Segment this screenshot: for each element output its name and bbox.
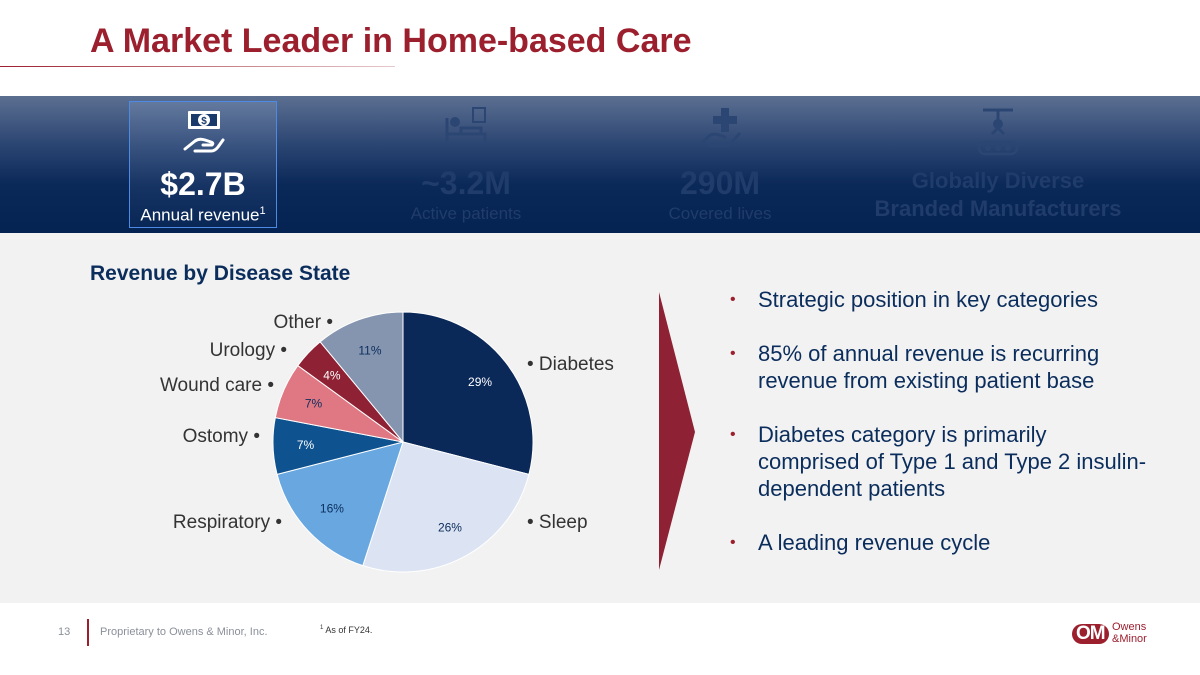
pie-slice-respiratory bbox=[276, 441, 404, 567]
pie-category-label: • Sleep bbox=[527, 512, 588, 533]
stat-label: Annual revenue1 bbox=[140, 205, 266, 225]
bullet-item: Strategic position in key categories bbox=[730, 286, 1150, 313]
owens-minor-logo: OM Owens &Minor bbox=[1072, 620, 1152, 648]
stats-band: $ $2.7B Annual revenue1 ~3.2M Active pat… bbox=[0, 96, 1200, 233]
footer-divider bbox=[87, 619, 89, 646]
stat-manufacturers: Globally Diverse Branded Manufacturers bbox=[858, 96, 1138, 233]
pie-category-label: Respiratory • bbox=[173, 512, 282, 533]
pie-category-label: Ostomy • bbox=[183, 426, 260, 447]
proprietary-notice: Proprietary to Owens & Minor, Inc. bbox=[100, 626, 268, 638]
patient-bed-icon bbox=[443, 104, 489, 153]
pie-category-label: • Diabetes bbox=[527, 354, 614, 375]
footnote: 1 As of FY24. bbox=[320, 625, 373, 635]
manufacturing-robot-icon bbox=[975, 104, 1021, 161]
bullet-item: A leading revenue cycle bbox=[730, 529, 1150, 556]
title-underline bbox=[0, 66, 395, 67]
chevron-arrow-icon bbox=[659, 292, 695, 570]
stat-value: $2.7B bbox=[160, 166, 246, 202]
pie-data-label: 26% bbox=[438, 520, 462, 534]
pie-data-label: 16% bbox=[320, 502, 344, 516]
pie-slice-sleep bbox=[362, 441, 530, 573]
chart-title: Revenue by Disease State bbox=[90, 262, 351, 285]
pie-slice-diabetes bbox=[402, 311, 534, 475]
bullet-item: Diabetes category is primarily comprised… bbox=[730, 421, 1150, 502]
pie-data-label: 29% bbox=[468, 375, 492, 389]
stat-value: 290M bbox=[679, 165, 761, 201]
svg-text:$: $ bbox=[201, 116, 207, 127]
pie-data-label: 7% bbox=[305, 396, 323, 410]
pie-slice-other bbox=[319, 311, 404, 444]
bullet-item: 85% of annual revenue is recurring reven… bbox=[730, 340, 1150, 394]
slide-title: A Market Leader in Home-based Care bbox=[90, 22, 692, 60]
stat-value: Globally Diverse Branded Manufacturers bbox=[874, 168, 1122, 221]
stat-annual-revenue: $ $2.7B Annual revenue1 bbox=[129, 101, 277, 228]
stat-label: Covered lives bbox=[668, 204, 772, 223]
page-number: 13 bbox=[58, 626, 71, 638]
stat-label: Active patients bbox=[410, 204, 522, 223]
stat-value: ~3.2M bbox=[421, 165, 511, 201]
pie-data-label: 7% bbox=[297, 438, 315, 452]
stat-active-patients: ~3.2M Active patients bbox=[392, 96, 540, 233]
pie-category-label: Wound care • bbox=[160, 375, 274, 396]
pie-data-label: 11% bbox=[358, 343, 381, 357]
pie-data-label: 4% bbox=[323, 368, 341, 382]
pie-category-label: Other • bbox=[274, 312, 333, 333]
footer bbox=[0, 603, 1200, 675]
key-points-list: Strategic position in key categories 85%… bbox=[730, 286, 1150, 583]
money-hand-icon: $ bbox=[181, 107, 225, 162]
revenue-pie-chart: 29% • Diabetes 26% • Sleep 16% Respiratory • 7… bbox=[160, 311, 614, 573]
stat-covered-lives: 290M Covered lives bbox=[646, 96, 794, 233]
pie-category-label: Urology • bbox=[210, 340, 287, 361]
medical-cross-hand-icon bbox=[697, 104, 743, 153]
